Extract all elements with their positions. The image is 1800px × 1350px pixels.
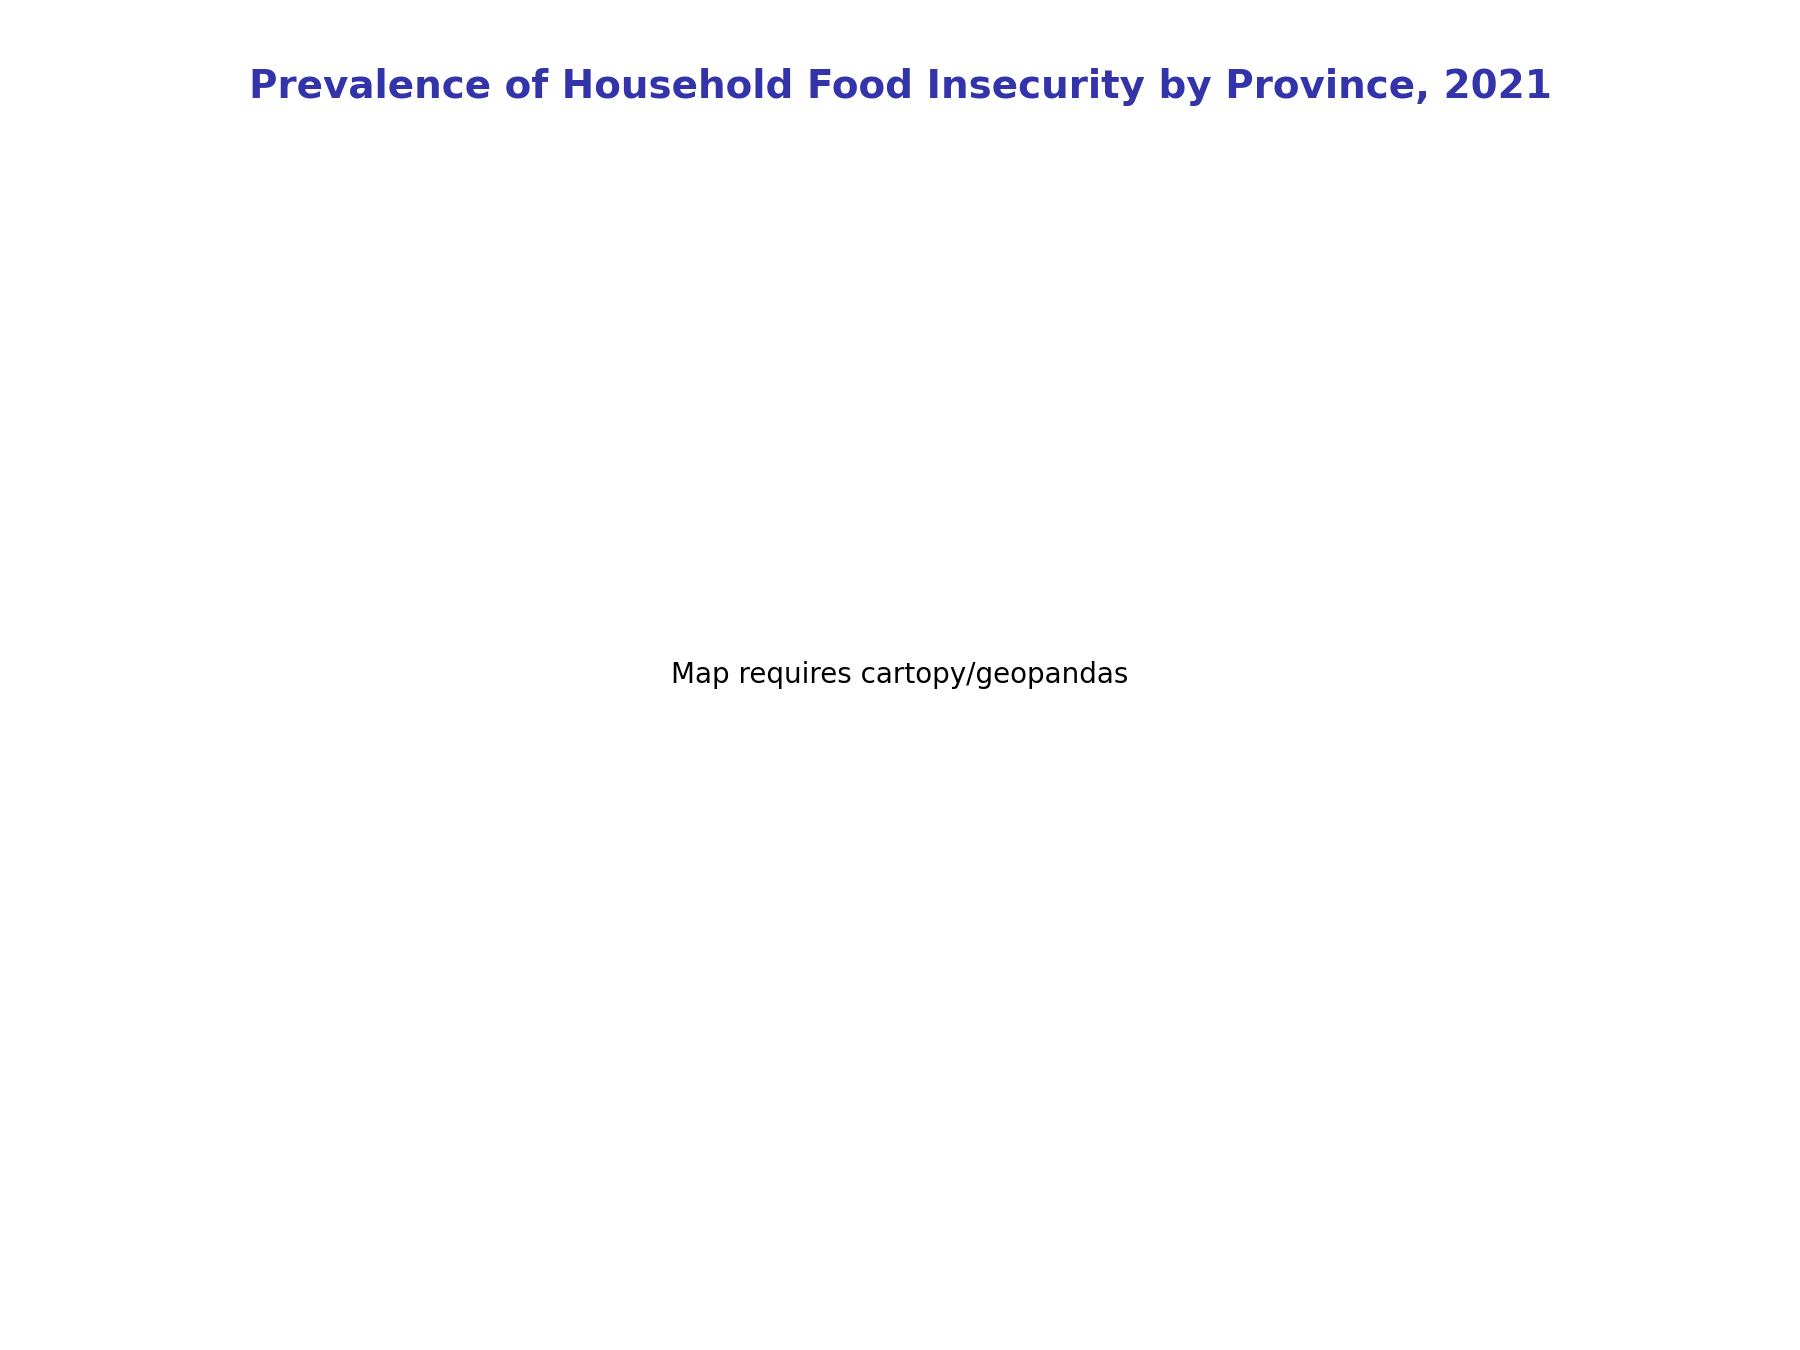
Text: Prevalence of Household Food Insecurity by Province, 2021: Prevalence of Household Food Insecurity …	[248, 68, 1552, 105]
Text: Map requires cartopy/geopandas: Map requires cartopy/geopandas	[671, 662, 1129, 688]
